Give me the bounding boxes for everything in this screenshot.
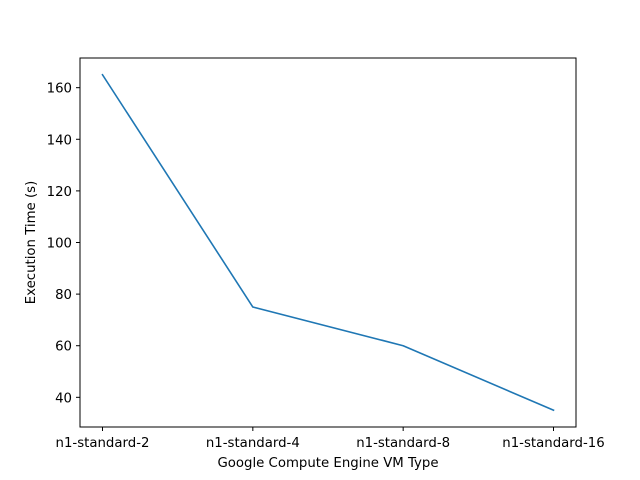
y-tick-label: 80 bbox=[55, 288, 72, 303]
x-axis-title: Google Compute Engine VM Type bbox=[217, 456, 438, 471]
y-axis: 40 60 80 100 120 140 160 bbox=[47, 82, 80, 406]
x-tick-label: n1-standard-16 bbox=[502, 436, 604, 451]
y-tick-label: 120 bbox=[47, 185, 72, 200]
plot-area bbox=[80, 58, 576, 427]
y-axis-title: Execution Time (s) bbox=[24, 181, 39, 305]
x-tick-label: n1-standard-8 bbox=[356, 436, 450, 451]
x-tick-label: n1-standard-4 bbox=[206, 436, 300, 451]
x-axis: n1-standard-2 n1-standard-4 n1-standard-8 n… bbox=[56, 427, 605, 451]
y-tick-label: 40 bbox=[55, 391, 72, 406]
y-tick-label: 60 bbox=[55, 340, 72, 355]
x-tick-label: n1-standard-2 bbox=[56, 436, 150, 451]
y-tick-label: 100 bbox=[47, 237, 72, 252]
series-line bbox=[101, 73, 555, 412]
series-layer bbox=[101, 73, 555, 412]
y-tick-label: 140 bbox=[47, 133, 72, 148]
y-tick-label: 160 bbox=[47, 82, 72, 97]
